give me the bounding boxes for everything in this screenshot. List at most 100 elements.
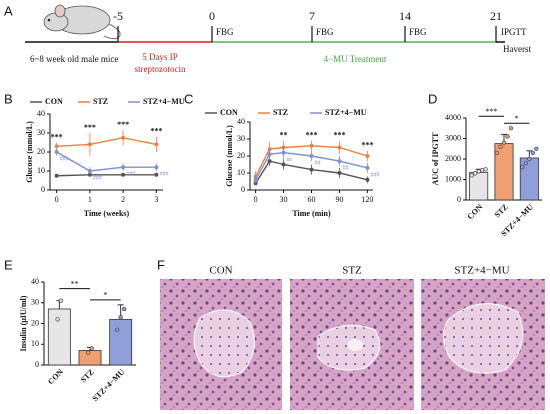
point	[87, 169, 92, 173]
point	[54, 150, 59, 154]
annotation: ##	[342, 165, 348, 171]
x-tick-label: 3	[154, 195, 158, 204]
timeline-event: FBG	[409, 27, 427, 37]
x-tick-label: STZ	[79, 367, 96, 384]
point	[309, 154, 314, 158]
annotation: ***	[84, 123, 96, 132]
significance-label: ***	[485, 107, 497, 116]
significance-label: **	[71, 280, 79, 289]
x-tick-label: 30	[280, 195, 288, 204]
point	[365, 177, 370, 182]
point	[154, 142, 159, 147]
annotation: ***	[361, 141, 373, 150]
legend-label: STZ+4−MU	[143, 97, 185, 106]
y-axis-title: Insulin (μIU/ml)	[19, 295, 28, 351]
data-point	[86, 350, 91, 355]
bar	[47, 308, 71, 366]
annotation: ***	[51, 132, 63, 141]
annotation: ***	[117, 120, 129, 129]
annotation: ###	[370, 172, 379, 178]
y-tick-label: 10	[37, 166, 45, 175]
y-tick-label: 2000	[445, 154, 461, 163]
point	[281, 150, 286, 155]
annotation: ***	[150, 127, 162, 136]
point	[281, 162, 286, 167]
x-tick-label: 0	[55, 195, 59, 204]
y-axis-title: AUC of IPGTT	[431, 132, 440, 186]
y-tick-label: 20	[37, 147, 45, 156]
point	[365, 165, 370, 170]
x-tick-label: 0	[254, 195, 258, 204]
timeline-tick: 21	[490, 9, 502, 23]
point	[54, 173, 59, 178]
bar	[519, 157, 539, 201]
series-line	[56, 174, 157, 177]
x-tick-label: CON	[465, 202, 484, 221]
y-tick-label: 40	[31, 277, 39, 286]
point	[337, 145, 342, 150]
series-line	[254, 151, 368, 181]
timeline-cohort: 6~8 week old male mice	[30, 54, 118, 64]
y-axis-title: Glucose (mmol/L)	[225, 125, 234, 187]
histology-image	[290, 279, 414, 410]
x-tick-label: CON	[46, 367, 65, 386]
panel-letter: F	[157, 257, 165, 272]
bar	[109, 318, 133, 366]
data-point	[508, 126, 514, 131]
panel-letter: C	[184, 91, 193, 106]
timeline-event: FBG	[216, 27, 234, 37]
x-tick-label: STZ	[493, 202, 510, 219]
timeline-event: FBG	[316, 27, 334, 37]
point	[337, 171, 342, 175]
data-point	[523, 160, 528, 166]
annotation: ###	[159, 172, 168, 178]
data-point	[527, 156, 532, 162]
timeline-event: Haverst	[503, 44, 531, 54]
point	[309, 143, 314, 148]
legend-label: CON	[45, 97, 63, 106]
data-point	[483, 167, 488, 172]
point	[54, 144, 59, 149]
point	[121, 135, 126, 140]
timeline-treatment: 4−MU Treatment	[324, 54, 387, 64]
y-tick-label: 4000	[445, 113, 461, 122]
data-point	[118, 315, 123, 320]
data-point	[494, 150, 500, 156]
x-tick-label: STZ+4−MU	[91, 367, 127, 403]
y-tick-label: 0	[241, 185, 245, 194]
x-tick-label: 60	[308, 195, 316, 204]
significance-label: *	[103, 291, 107, 300]
timeline-tick: 14	[399, 9, 411, 23]
series-line	[56, 151, 157, 172]
timeline-tick: 0	[209, 9, 215, 23]
x-axis-title: Time (min)	[292, 209, 331, 218]
legend-label: CON	[220, 108, 238, 117]
timeline-event: IPGTT	[501, 27, 527, 37]
annotation: ###	[60, 156, 69, 162]
x-tick-label: 2	[121, 195, 125, 204]
point	[253, 177, 258, 182]
legend-label: STZ	[93, 97, 108, 106]
point	[121, 165, 126, 170]
data-point	[501, 140, 507, 145]
y-tick-label: 10	[31, 339, 39, 348]
y-tick-label: 0	[457, 195, 461, 204]
annotation: ###	[126, 172, 135, 178]
point	[309, 167, 314, 172]
y-tick-label: 30	[37, 128, 45, 137]
annotation: ns	[287, 157, 293, 163]
timeline-tick: 7	[309, 9, 315, 23]
data-point	[530, 150, 535, 156]
panel-letter: E	[4, 257, 13, 272]
data-point	[122, 306, 127, 312]
point	[154, 172, 159, 177]
x-tick-label: 1	[88, 195, 92, 204]
histology-image	[421, 279, 545, 410]
data-point	[89, 346, 94, 351]
data-point	[476, 169, 481, 174]
x-tick-label: 120	[361, 195, 373, 204]
y-tick-label: 20	[31, 318, 39, 327]
data-point	[115, 327, 120, 332]
legend-label: STZ+4−MU	[325, 108, 367, 117]
